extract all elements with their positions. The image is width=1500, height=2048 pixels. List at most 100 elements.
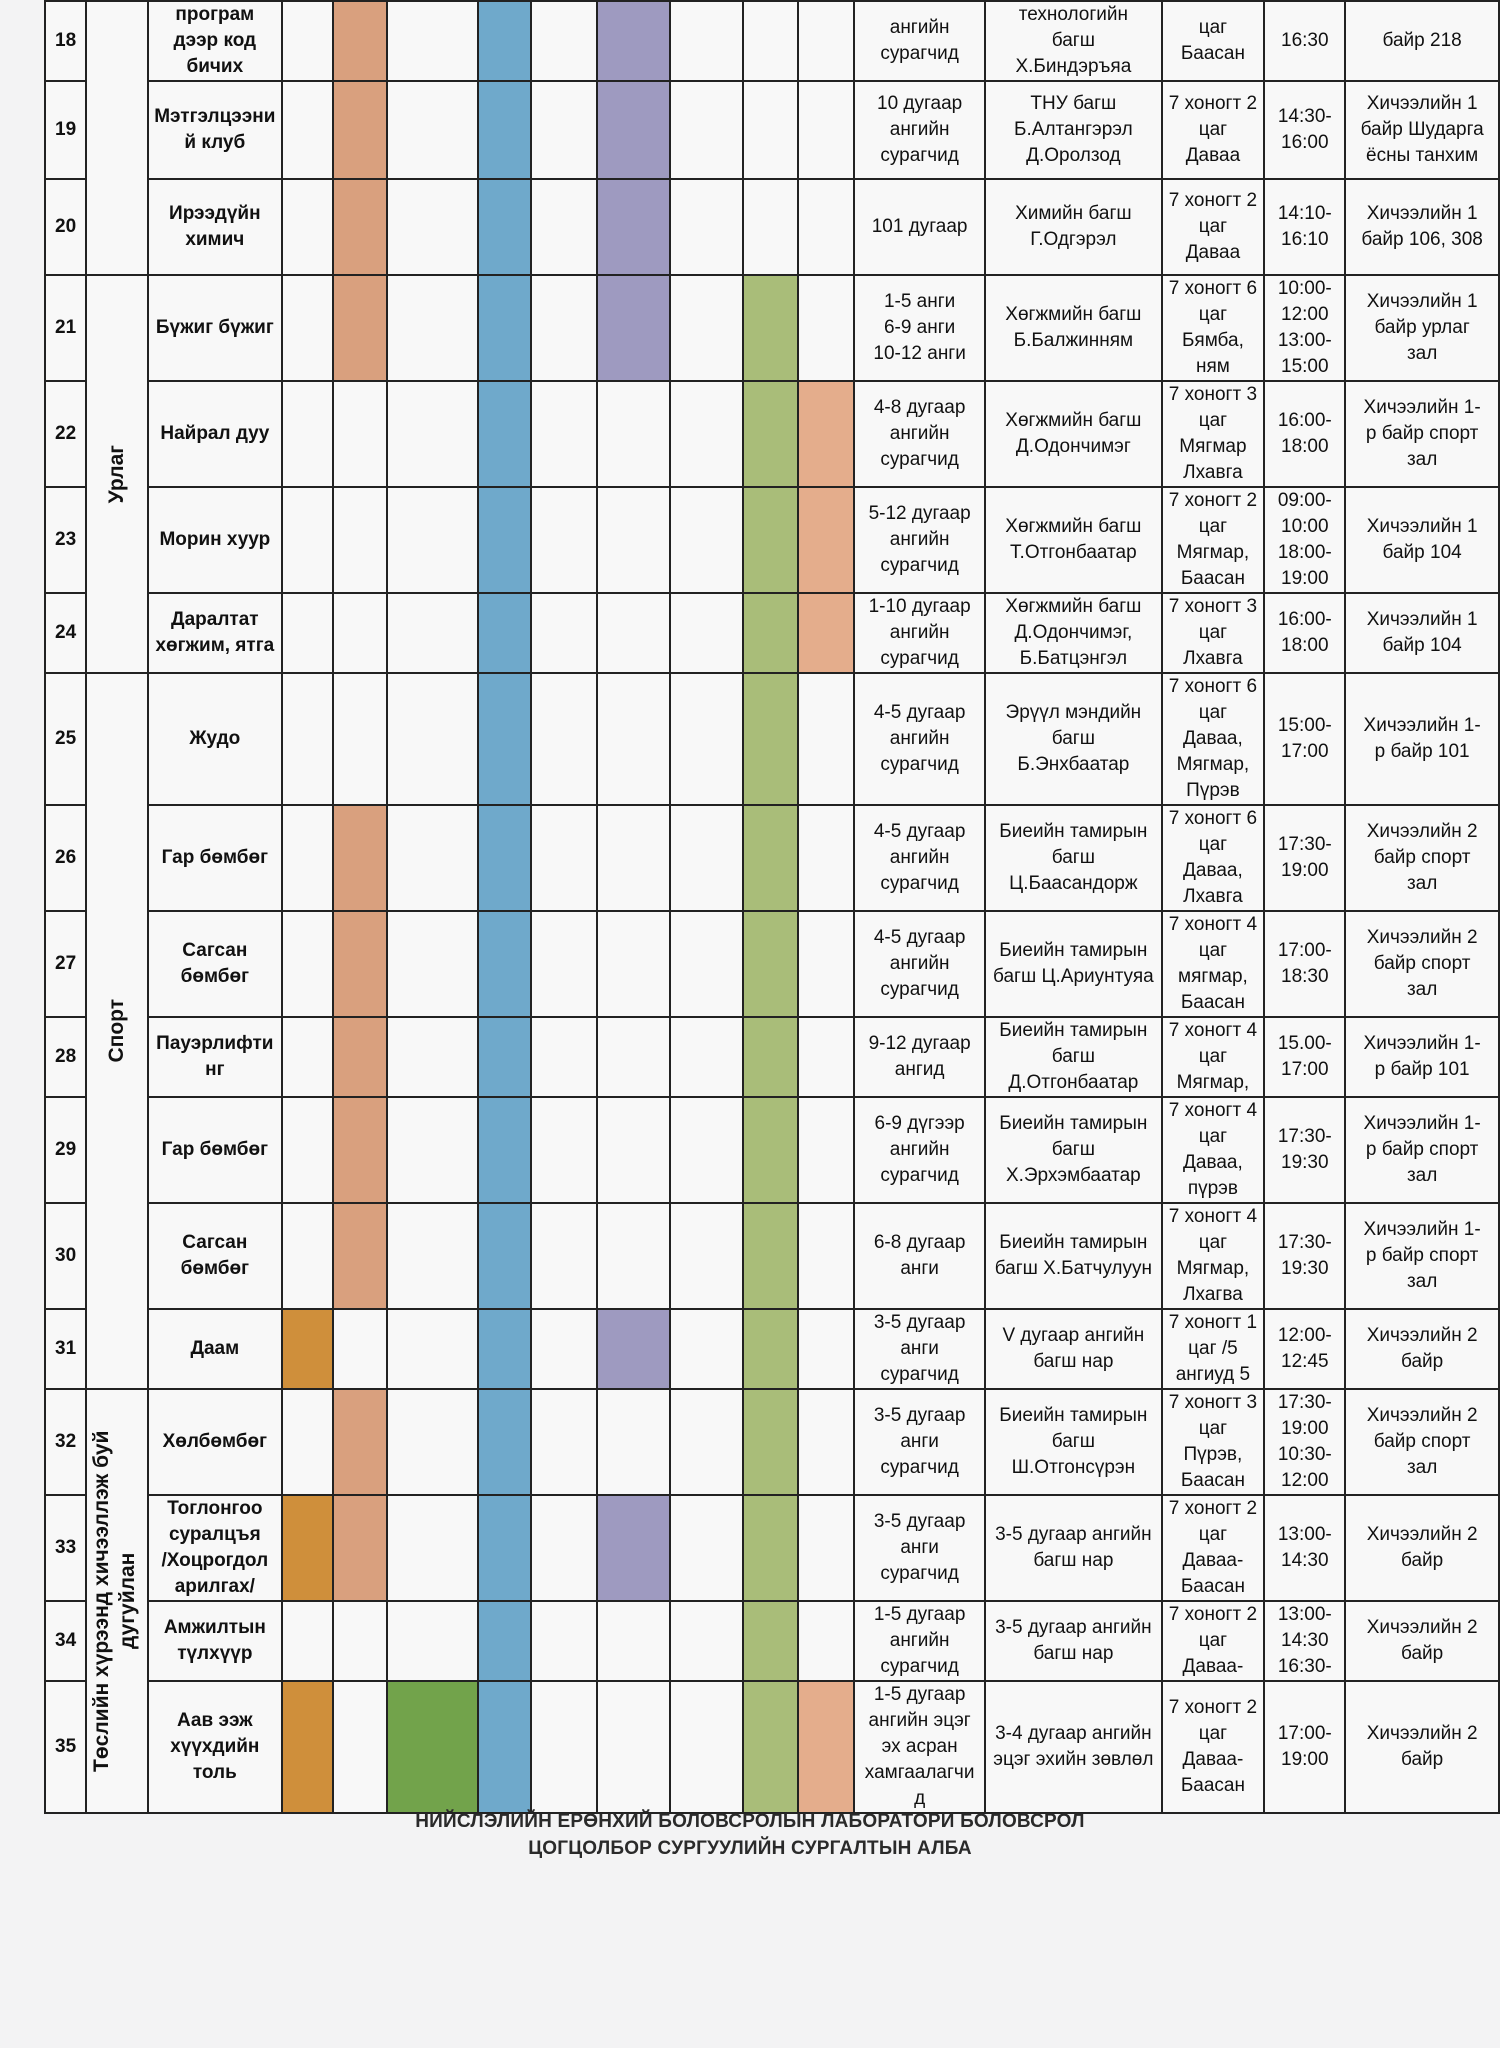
empty-mark-cell: [386, 1388, 479, 1496]
time-cell: 15.00- 17:00: [1263, 1016, 1347, 1098]
table-row: 22 Найрал дуу 4-8 дугаар ангийн сурагчид Хөгж…: [43, 380, 1500, 488]
empty-mark-cell: [595, 380, 671, 488]
color-mark-cell: [595, 274, 671, 382]
teacher-cell: V дугаар ангийн багш нар: [984, 1308, 1163, 1390]
place-cell-line: байр 104: [1382, 542, 1462, 563]
teacher-cell-line: Ш.Отгонсүрэн: [1011, 1457, 1136, 1478]
days-cell-line: 7 хоногт 3: [1168, 384, 1258, 405]
color-mark-cell: [595, 80, 671, 180]
club-name-line: Аав ээж: [176, 1710, 253, 1731]
table-row: 26 Гар бөмбөг 4-5 дугаар ангийн сурагчид Биеи…: [43, 804, 1500, 912]
color-mark-cell: [332, 0, 389, 82]
table-row: 35 Аав ээж хүүхдийн толь 1-5 дугаар ангийн эц…: [43, 1680, 1500, 1814]
club-name-line: нг: [205, 1059, 225, 1080]
teacher-cell: Биеийн тамирын багш Ш.Отгонсүрэн: [984, 1388, 1163, 1496]
students-cell: 4-8 дугаар ангийн сурагчид: [853, 380, 987, 488]
empty-mark-cell: [280, 1096, 335, 1204]
color-mark-cell: [741, 1680, 800, 1814]
students-cell-line: 5-12 дугаар: [868, 503, 971, 524]
time-cell-line: 14:30-: [1277, 106, 1332, 127]
students-cell-line: анги: [900, 1258, 939, 1279]
place-cell-line: ёсны танхим: [1366, 145, 1479, 166]
empty-mark-cell: [668, 1680, 744, 1814]
club-name: Гар бөмбөг: [147, 1096, 283, 1204]
color-mark-cell: [476, 1202, 533, 1310]
days-cell-line: цаг: [1198, 1418, 1228, 1439]
empty-mark-cell: [668, 178, 744, 276]
students-cell-line: ангийн: [889, 17, 950, 38]
color-mark-cell: [741, 380, 800, 488]
club-name: Даам: [147, 1308, 283, 1390]
table-row: 29 Гар бөмбөг 6-9 дүгээр ангийн сурагчид Биеи…: [43, 1096, 1500, 1204]
days-cell-line: Даваа,: [1183, 728, 1243, 749]
place-cell: байр 218: [1344, 0, 1500, 82]
time-cell-line: 16:30-: [1277, 1656, 1332, 1677]
color-mark-cell: [741, 1388, 800, 1496]
time-cell-line: 19:00: [1281, 1418, 1329, 1439]
students-cell-line: сурагчид: [880, 555, 959, 576]
teacher-cell-line: багш нар: [1033, 1550, 1114, 1571]
days-cell: 7 хоногт 2 цаг Мягмар, Баасан: [1160, 486, 1266, 594]
empty-mark-cell: [386, 1308, 479, 1390]
row-number: 21: [43, 274, 88, 382]
students-cell: 5-12 дугаар ангийн сурагчид: [853, 486, 987, 594]
place-cell-line: байр Шударга: [1360, 119, 1484, 140]
teacher-cell-line: багш: [1051, 30, 1095, 51]
empty-mark-cell: [797, 80, 856, 180]
days-cell: 7 хоногт 2 цаг Даваа- Баасан: [1160, 1494, 1266, 1602]
days-cell-line: 7 хоногт 2: [1168, 490, 1258, 511]
club-name-line: Морин хуур: [159, 529, 271, 550]
place-cell-line: байр 104: [1382, 635, 1462, 656]
empty-mark-cell: [530, 1494, 598, 1602]
place-cell: Хичээлийн 2 байр: [1344, 1308, 1500, 1390]
students-cell: 6-9 дүгээр ангийн сурагчид: [853, 1096, 987, 1204]
students-cell: 1-5 дугаар ангийн эцэг эх асран хамгаалагчи…: [853, 1680, 987, 1814]
club-name: Амжилтын түлхүүр: [147, 1600, 283, 1682]
days-cell-line: 7 хоногт 6: [1168, 676, 1258, 697]
time-cell-line: 15:00-: [1277, 715, 1332, 736]
days-cell-line: цаг: [1198, 834, 1228, 855]
time-cell: 16:00- 18:00: [1263, 380, 1347, 488]
club-name: Бүжиг бүжиг: [147, 274, 283, 382]
time-cell: 16:30: [1263, 0, 1347, 82]
days-cell-line: 7 хоногт 6: [1168, 278, 1258, 299]
days-cell-line: Пүрэв: [1186, 780, 1240, 801]
students-cell: ангийн сурагчид: [853, 0, 987, 82]
days-cell-line: цаг: [1198, 622, 1228, 643]
place-cell-line: Хичээлийн 1-: [1363, 1033, 1481, 1054]
time-cell: 17:30- 19:30: [1263, 1096, 1347, 1204]
teacher-cell-line: ТНУ багш: [1030, 93, 1117, 114]
place-cell-line: Хичээлийн 2: [1366, 1524, 1478, 1545]
color-mark-cell: [476, 1016, 533, 1098]
color-mark-cell: [476, 1600, 533, 1682]
time-cell-line: 09:00-: [1277, 490, 1332, 511]
place-cell-line: Хичээлийн 1-: [1363, 715, 1481, 736]
empty-mark-cell: [280, 1016, 335, 1098]
place-cell-line: Хичээлийн 2: [1366, 1617, 1478, 1638]
color-mark-cell: [476, 672, 533, 806]
students-cell: 3-5 дугаар анги сурагчид: [853, 1494, 987, 1602]
empty-mark-cell: [280, 1388, 335, 1496]
time-cell-line: 16:30: [1281, 30, 1329, 51]
time-cell-line: 18:00: [1281, 635, 1329, 656]
students-cell-line: 6-8 дугаар: [873, 1232, 966, 1253]
teacher-cell: Биеийн тамирын багш Х.Батчулуун: [984, 1202, 1163, 1310]
days-cell-line: 7 хоногт 4: [1168, 1206, 1258, 1227]
table-row: 25 Спорт Жудо 4-5 дугаар ангийн сурагчид Эрүүл…: [43, 672, 1500, 1390]
students-cell-line: 4-5 дугаар: [873, 821, 966, 842]
students-cell-line: сурагчид: [880, 979, 959, 1000]
club-name-line: бөмбөг: [180, 1258, 250, 1279]
teacher-cell-line: Биеийн тамирын: [999, 1232, 1148, 1253]
empty-mark-cell: [797, 1494, 856, 1602]
students-cell-line: д: [914, 1788, 926, 1809]
color-mark-cell: [280, 1494, 335, 1602]
days-cell: 7 хоногт 2 цаг Даваа- Баасан: [1160, 1680, 1266, 1814]
club-name-line: химич: [185, 229, 245, 250]
time-cell-line: 19:00: [1281, 860, 1329, 881]
students-cell-line: сурагчид: [880, 145, 959, 166]
students-cell-line: 1-5 дугаар: [873, 1684, 966, 1705]
club-name: Гар бөмбөг: [147, 804, 283, 912]
place-cell-line: зал: [1406, 873, 1438, 894]
place-cell-line: зал: [1406, 449, 1438, 470]
row-number: 23: [43, 486, 88, 594]
